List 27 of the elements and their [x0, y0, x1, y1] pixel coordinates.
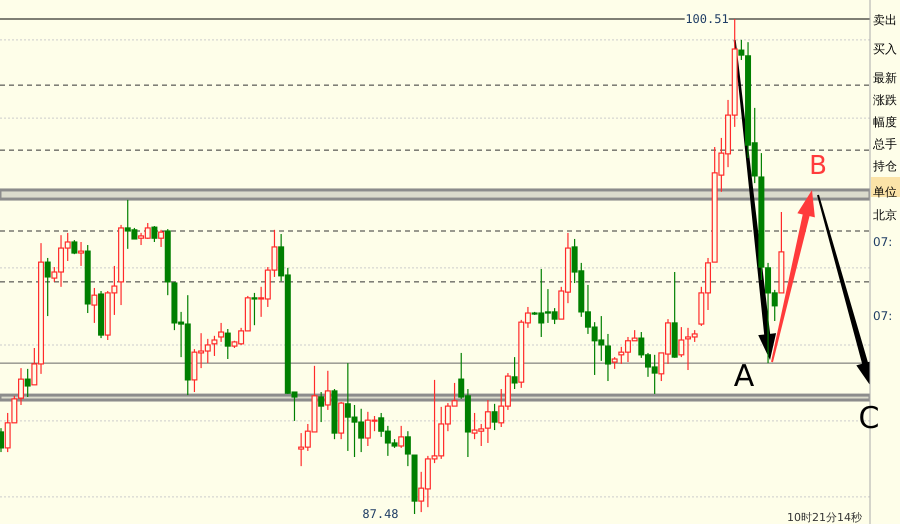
annotation: 100.51	[685, 12, 729, 26]
text: C	[858, 401, 880, 436]
candlestick	[24, 368, 31, 398]
annotation: A	[734, 359, 755, 394]
candlestick	[151, 225, 158, 243]
candlestick	[158, 229, 164, 248]
candlestick	[224, 328, 231, 360]
candlestick	[512, 356, 518, 390]
candlestick	[492, 403, 498, 431]
candlestick	[251, 292, 258, 326]
candlestick	[71, 239, 78, 255]
candlestick	[678, 326, 684, 358]
candlestick	[44, 257, 51, 317]
candlestick	[604, 333, 611, 382]
candlestick	[18, 368, 24, 406]
candlestick	[612, 356, 618, 370]
candlestick	[484, 399, 491, 444]
candlestick	[78, 241, 84, 267]
candlestick	[404, 430, 411, 467]
candlestick	[318, 391, 324, 423]
annotation: 87.48	[362, 507, 399, 521]
candlestick	[324, 370, 331, 411]
candlestick	[218, 322, 224, 343]
text: B	[809, 151, 827, 181]
candlestick	[398, 425, 404, 448]
candlestick	[91, 287, 98, 324]
candlestick	[211, 335, 218, 357]
